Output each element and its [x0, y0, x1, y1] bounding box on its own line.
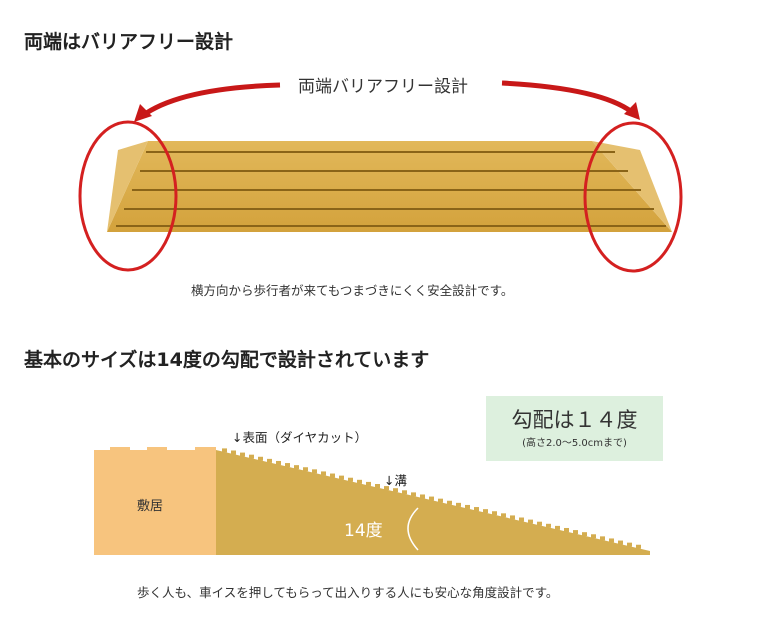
surface-tooth — [618, 540, 623, 545]
surface-tooth — [573, 530, 578, 535]
surface-tooth — [501, 513, 506, 518]
left-highlight-circle — [78, 120, 178, 272]
surface-tooth — [285, 463, 290, 468]
surface-tooth — [546, 523, 551, 528]
surface-tooth — [474, 507, 479, 512]
surface-tooth — [609, 538, 614, 543]
surface-tooth — [321, 471, 326, 476]
surface-tooth — [438, 498, 443, 503]
surface-tooth — [330, 473, 335, 478]
surface-tooth — [384, 486, 389, 491]
surface-tooth — [294, 465, 299, 470]
surface-tooth — [249, 454, 254, 459]
surface-tooth — [240, 452, 245, 457]
arrow-label: 両端バリアフリー設計 — [298, 77, 468, 97]
sill-block — [94, 450, 216, 555]
surface-tooth — [564, 527, 569, 532]
label-sill: 敷居 — [137, 499, 164, 514]
surface-tooth — [591, 534, 596, 539]
gradient-badge — [486, 396, 663, 461]
surface-tooth — [429, 496, 434, 501]
section2-heading: 基本のサイズは14度の勾配で設計されています — [24, 349, 430, 371]
surface-tooth — [510, 515, 515, 520]
surface-tooth — [348, 477, 353, 482]
surface-tooth — [402, 490, 407, 495]
surface-tooth — [528, 519, 533, 524]
surface-tooth — [627, 542, 632, 547]
badge-title: 勾配は１４度 — [511, 408, 638, 432]
surface-tooth — [465, 504, 470, 509]
section2-caption: 歩く人も、車イスを押してもらって出入りする人にも安心な角度設計です。 — [137, 585, 559, 600]
surface-tooth — [582, 532, 587, 537]
surface-tooth — [411, 492, 416, 497]
surface-tooth — [447, 500, 452, 505]
section1-caption: 横方向から歩行者が来てもつまづきにくく安全設計です。 — [191, 283, 514, 298]
surface-tooth — [600, 536, 605, 541]
surface-tooth — [312, 469, 317, 474]
surface-tooth — [267, 458, 272, 463]
right-arrow-icon — [501, 80, 634, 115]
surface-tooth — [366, 481, 371, 486]
surface-tooth — [375, 484, 380, 489]
surface-tooth — [258, 456, 263, 461]
label-angle: 14度 — [344, 521, 383, 541]
surface-tooth — [456, 502, 461, 507]
surface-tooth — [555, 525, 560, 530]
section1-heading: 両端はバリアフリー設計 — [24, 31, 234, 53]
slope-diagram — [94, 447, 650, 555]
label-surface: ↓表面（ダイヤカット） — [232, 430, 368, 445]
label-groove: ↓溝 — [384, 473, 407, 488]
surface-tooth — [636, 544, 641, 549]
surface-tooth — [537, 521, 542, 526]
badge-subtitle: (高さ2.0～5.0cmまで) — [522, 438, 627, 449]
surface-tooth — [483, 509, 488, 514]
surface-tooth — [303, 467, 308, 472]
surface-tooth — [357, 479, 362, 484]
surface-tooth — [231, 450, 236, 455]
surface-tooth — [393, 488, 398, 493]
surface-tooth — [519, 517, 524, 522]
slope-ramp — [216, 450, 650, 555]
angle-arc — [407, 507, 419, 551]
surface-tooth — [339, 475, 344, 480]
surface-tooth — [420, 494, 425, 499]
right-highlight-circle — [583, 121, 683, 273]
left-arrow-icon — [140, 82, 281, 119]
surface-tooth — [276, 460, 281, 465]
surface-tooth — [492, 511, 497, 516]
surface-tooth — [222, 448, 227, 453]
ramp-product — [107, 141, 672, 232]
